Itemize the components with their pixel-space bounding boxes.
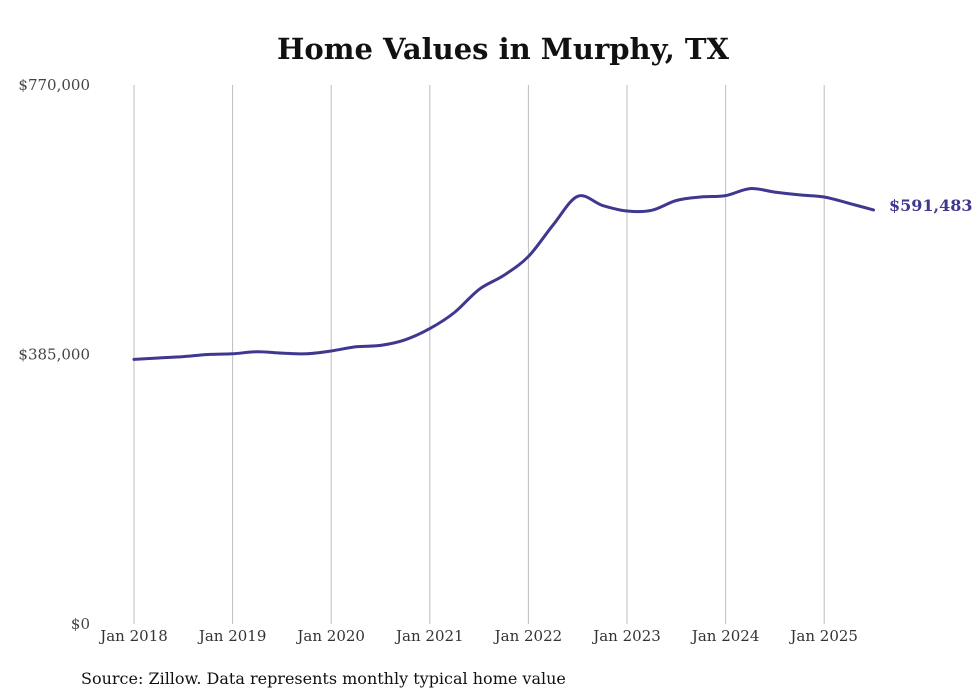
end-value-label: $591,483 [889,196,973,215]
series-layer [132,187,875,361]
x-tick-label-6: Jan 2024 [690,627,760,645]
x-tick-label-7: Jan 2025 [788,627,858,645]
y-axis-ticks: $770,000 $385,000 $0 [18,76,90,633]
chart-title: Home Values in Murphy, TX [277,32,729,66]
x-tick-label-5: Jan 2023 [591,627,661,645]
y-tick-label-0: $770,000 [18,76,90,94]
x-tick-label-2: Jan 2020 [295,627,365,645]
x-tick-label-0: Jan 2018 [98,627,168,645]
y-tick-label-2: $0 [71,615,90,633]
home-value-line [132,187,875,361]
x-tick-label-3: Jan 2021 [394,627,464,645]
source-note: Source: Zillow. Data represents monthly … [81,669,566,688]
x-tick-label-4: Jan 2022 [493,627,563,645]
x-axis-ticks: Jan 2018 Jan 2019 Jan 2020 Jan 2021 Jan 2022… [98,627,858,645]
x-tick-label-1: Jan 2019 [197,627,267,645]
grid-layer [133,85,825,624]
y-tick-label-1: $385,000 [18,346,90,364]
